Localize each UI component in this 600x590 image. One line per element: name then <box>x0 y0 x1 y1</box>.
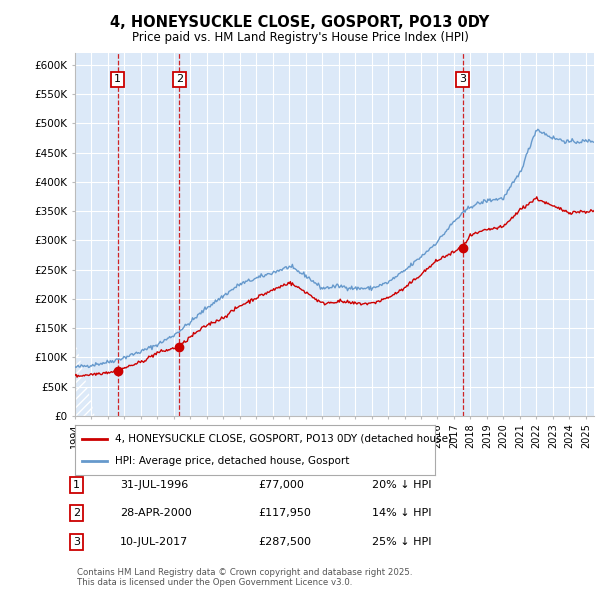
Text: 28-APR-2000: 28-APR-2000 <box>120 509 192 518</box>
Text: 3: 3 <box>459 74 466 84</box>
Text: 14% ↓ HPI: 14% ↓ HPI <box>372 509 431 518</box>
Text: 2: 2 <box>73 509 80 518</box>
Text: Contains HM Land Registry data © Crown copyright and database right 2025.
This d: Contains HM Land Registry data © Crown c… <box>77 568 412 587</box>
Text: £287,500: £287,500 <box>258 537 311 546</box>
Text: 31-JUL-1996: 31-JUL-1996 <box>120 480 188 490</box>
Text: 4, HONEYSUCKLE CLOSE, GOSPORT, PO13 0DY (detached house): 4, HONEYSUCKLE CLOSE, GOSPORT, PO13 0DY … <box>115 434 452 444</box>
Text: 2: 2 <box>176 74 183 84</box>
Text: £77,000: £77,000 <box>258 480 304 490</box>
Text: HPI: Average price, detached house, Gosport: HPI: Average price, detached house, Gosp… <box>115 456 349 466</box>
Text: 4, HONEYSUCKLE CLOSE, GOSPORT, PO13 0DY: 4, HONEYSUCKLE CLOSE, GOSPORT, PO13 0DY <box>110 15 490 30</box>
Text: Price paid vs. HM Land Registry's House Price Index (HPI): Price paid vs. HM Land Registry's House … <box>131 31 469 44</box>
Text: 10-JUL-2017: 10-JUL-2017 <box>120 537 188 546</box>
Text: 25% ↓ HPI: 25% ↓ HPI <box>372 537 431 546</box>
Text: £117,950: £117,950 <box>258 509 311 518</box>
Text: 1: 1 <box>114 74 121 84</box>
Text: 20% ↓ HPI: 20% ↓ HPI <box>372 480 431 490</box>
Text: 1: 1 <box>73 480 80 490</box>
Text: 3: 3 <box>73 537 80 546</box>
